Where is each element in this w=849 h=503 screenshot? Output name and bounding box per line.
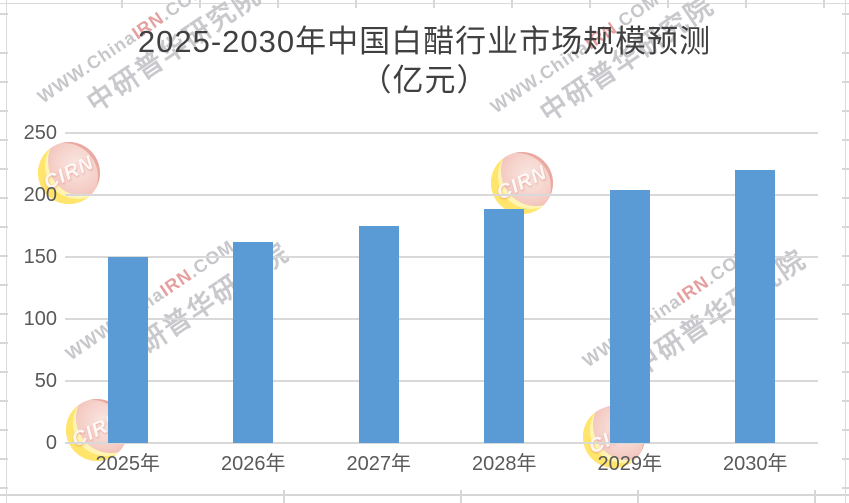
y-tick-label-0: 0 <box>45 432 57 454</box>
gridline-100 <box>65 318 818 320</box>
gridline-50 <box>65 380 818 382</box>
y-tick-label-250: 250 <box>23 122 57 144</box>
y-tick-label-200: 200 <box>23 184 57 206</box>
cirn-logo-icon: CIRN <box>38 142 100 204</box>
chart-title: 2025-2030年中国白醋行业市场规模预测 （亿元） <box>0 22 849 100</box>
spreadsheet-column-ticks-bottom <box>0 490 849 503</box>
gridline-200 <box>65 194 818 196</box>
chart-title-line2: （亿元） <box>360 63 489 98</box>
spreadsheet-gridline-right <box>845 0 846 503</box>
x-tick-label-2029年: 2029年 <box>597 453 663 475</box>
y-tick-label-150: 150 <box>23 246 57 268</box>
bar-2029年 <box>609 190 650 443</box>
x-axis-labels: 2025年 2026年 2027年 2028年 2029年 2030年 <box>65 452 818 476</box>
plot-area <box>65 132 818 444</box>
bar-slot <box>65 133 191 443</box>
gridline-150 <box>65 256 818 258</box>
bar-2027年 <box>358 226 399 443</box>
bar-2030年 <box>735 170 776 443</box>
gridline-0 <box>65 442 818 444</box>
bar-2026年 <box>233 242 274 443</box>
x-tick-label-2027年: 2027年 <box>346 453 412 475</box>
bar-2025年 <box>107 257 148 443</box>
x-tick-label-2030年: 2030年 <box>723 453 788 475</box>
x-tick-label-2026年: 2026年 <box>221 453 286 475</box>
x-tick-label-2025年: 2025年 <box>95 453 161 475</box>
bars-row <box>65 133 818 443</box>
x-tick-label-2028年: 2028年 <box>472 453 537 475</box>
bar-slot <box>191 133 317 443</box>
bar-slot <box>316 133 442 443</box>
bar-slot <box>442 133 568 443</box>
y-axis-labels: 0 50 100 150 200 250 <box>12 122 57 454</box>
spreadsheet-column-ticks-top <box>0 0 849 8</box>
bar-2028年 <box>484 208 525 443</box>
bar-slot <box>693 133 819 443</box>
spreadsheet-gridline-top <box>0 3 849 4</box>
y-tick-label-100: 100 <box>23 308 57 330</box>
y-tick-label-50: 50 <box>34 370 57 392</box>
cirn-logo-icon: CIRN <box>491 152 553 214</box>
spreadsheet-gridline-bottom <box>0 494 849 496</box>
gridline-250 <box>65 132 818 134</box>
bar-slot <box>567 133 693 443</box>
chart-title-line1: 2025-2030年中国白醋行业市场规模预测 <box>137 24 712 59</box>
spreadsheet-row-ticks-left <box>0 0 8 503</box>
spreadsheet-gridline-left <box>6 0 7 503</box>
